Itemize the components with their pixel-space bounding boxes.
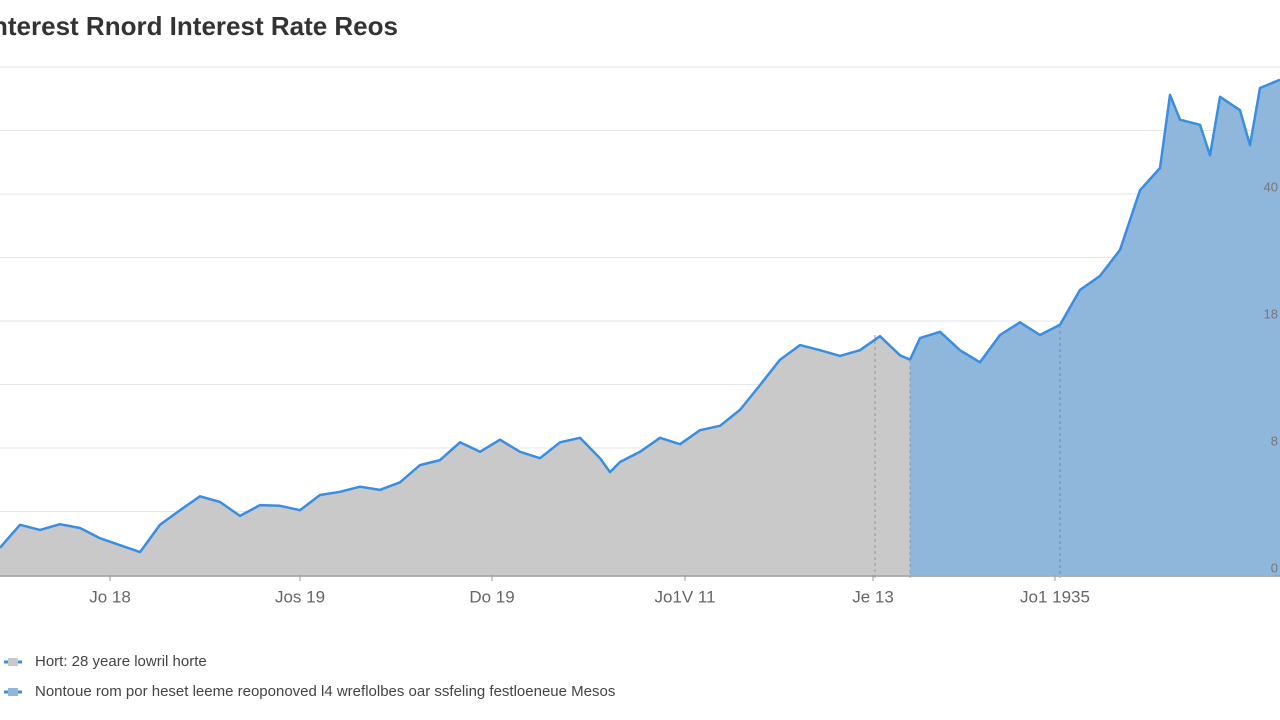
x-tick-label: Je 13 <box>852 587 894 606</box>
chart-title: nterest Rnord Interest Rate Reos <box>0 11 398 41</box>
line <box>0 334 911 554</box>
area <box>910 79 1280 575</box>
x-tick-label: Jo1V 11 <box>654 587 715 606</box>
area <box>0 336 910 575</box>
x-tick-label: Jos 19 <box>275 587 325 606</box>
legend-swatch <box>8 658 18 666</box>
y-tick-label: 8 <box>1271 433 1278 448</box>
legend-swatch <box>8 688 18 696</box>
legend-label: Hort: 28 yeare lowril horte <box>35 653 207 670</box>
legend-label: Nontoue rom por heset leeme reoponoved l… <box>35 683 615 700</box>
x-tick-label: Jo1 1935 <box>1020 587 1090 606</box>
y-tick-label: 40 <box>1264 179 1278 194</box>
x-tick-label: Jo 18 <box>89 587 131 606</box>
y-tick-label: 18 <box>1264 306 1278 321</box>
line <box>908 78 1280 364</box>
y-tick-label: 0 <box>1271 560 1278 575</box>
x-tick-label: Do 19 <box>469 587 514 606</box>
